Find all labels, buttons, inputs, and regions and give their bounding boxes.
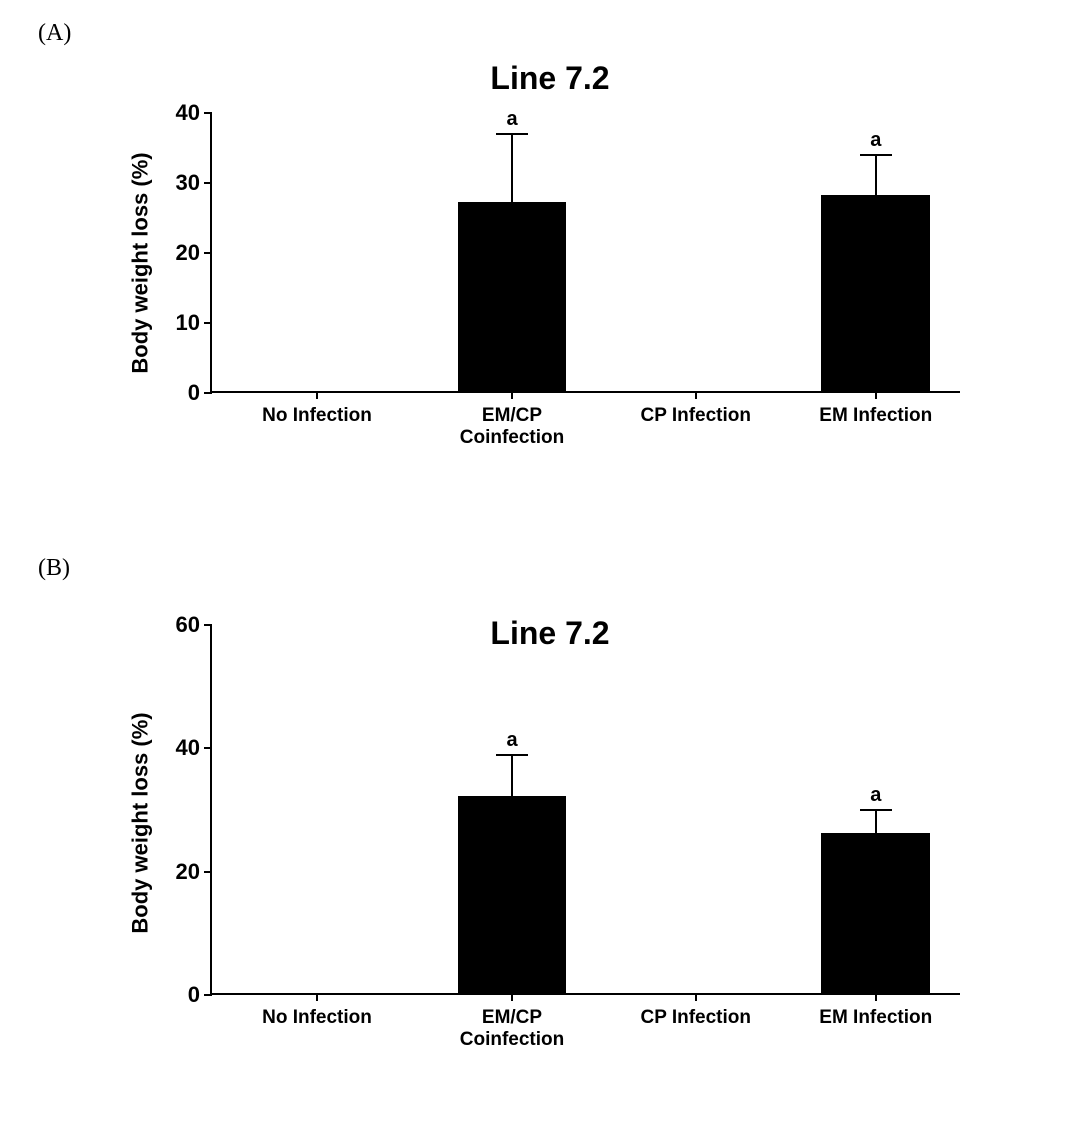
- x-tick: [316, 391, 318, 399]
- error-bar: [511, 134, 513, 204]
- error-cap: [496, 754, 528, 756]
- x-category-label: EM Infection: [787, 405, 965, 427]
- y-tick-label: 10: [176, 310, 212, 336]
- y-tick-label: 0: [188, 380, 212, 406]
- significance-label: a: [506, 108, 517, 131]
- x-category-label: No Infection: [228, 1007, 406, 1029]
- x-tick: [316, 993, 318, 1001]
- plot-area-b: 0204060No InfectionaEM/CPCoinfectionCP I…: [210, 625, 960, 995]
- significance-label: a: [506, 729, 517, 752]
- x-tick: [695, 391, 697, 399]
- error-bar: [875, 810, 877, 835]
- x-tick: [511, 391, 513, 399]
- y-axis-label-b: Body weight loss (%): [128, 712, 154, 933]
- error-bar: [511, 755, 513, 798]
- bar: [821, 195, 930, 391]
- error-cap: [496, 133, 528, 135]
- plot-area-a: 010203040No InfectionaEM/CPCoinfectionCP…: [210, 113, 960, 393]
- y-tick-label: 20: [176, 859, 212, 885]
- bar: [458, 796, 567, 993]
- bar: [821, 833, 930, 993]
- y-tick-label: 30: [176, 170, 212, 196]
- y-axis-label-a: Body weight loss (%): [128, 152, 154, 373]
- x-category-label: No Infection: [228, 405, 406, 427]
- error-cap: [860, 809, 892, 811]
- bar: [458, 202, 567, 391]
- panel-label-a: (A): [38, 20, 71, 47]
- x-category-label: EM/CPCoinfection: [423, 405, 601, 449]
- x-tick: [875, 993, 877, 1001]
- x-tick: [695, 993, 697, 1001]
- x-category-label: EM/CPCoinfection: [423, 1007, 601, 1051]
- panel-label-b: (B): [38, 555, 70, 582]
- x-tick: [875, 391, 877, 399]
- x-category-label: CP Infection: [607, 405, 785, 427]
- y-tick-label: 20: [176, 240, 212, 266]
- x-category-label: EM Infection: [787, 1007, 965, 1029]
- x-tick: [511, 993, 513, 1001]
- y-tick-label: 0: [188, 982, 212, 1008]
- y-tick-label: 40: [176, 735, 212, 761]
- significance-label: a: [870, 784, 881, 807]
- error-cap: [860, 154, 892, 156]
- x-category-label: CP Infection: [607, 1007, 785, 1029]
- error-bar: [875, 155, 877, 197]
- chart-title-a: Line 7.2: [400, 60, 700, 97]
- y-tick-label: 60: [176, 612, 212, 638]
- significance-label: a: [870, 129, 881, 152]
- y-tick-label: 40: [176, 100, 212, 126]
